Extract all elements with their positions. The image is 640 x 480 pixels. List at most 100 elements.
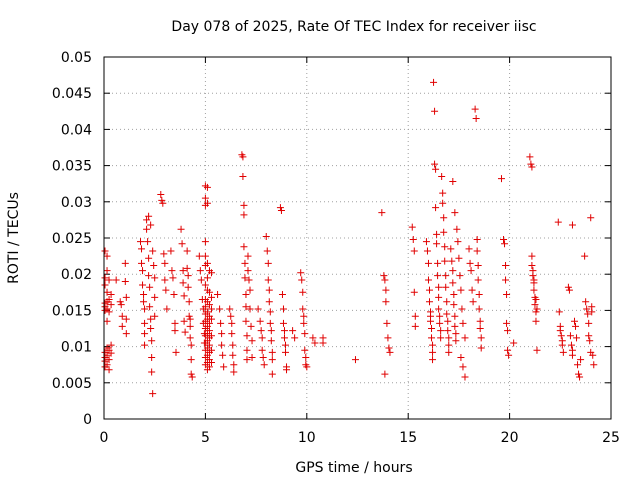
data-point [248, 337, 256, 345]
data-point [185, 298, 193, 306]
data-point [451, 209, 459, 217]
data-point [302, 353, 310, 361]
data-point [181, 328, 189, 336]
data-point [183, 247, 191, 255]
data-point [452, 337, 460, 345]
data-point [410, 288, 418, 296]
data-point [280, 334, 288, 342]
data-point [567, 341, 575, 349]
x-tick-label: 5 [201, 430, 210, 446]
data-point [143, 225, 151, 233]
data-point [583, 305, 591, 313]
data-point [450, 301, 458, 309]
data-point [122, 293, 130, 301]
data-point [105, 366, 113, 374]
data-point [145, 254, 153, 262]
data-point [242, 317, 250, 325]
data-point [105, 296, 113, 304]
data-point [424, 259, 432, 267]
data-point [159, 199, 167, 207]
data-point [410, 247, 418, 255]
data-point [445, 348, 453, 356]
data-point [243, 346, 251, 354]
data-point [566, 332, 574, 340]
data-point [145, 212, 153, 220]
data-point [218, 330, 226, 338]
data-point [201, 303, 209, 311]
data-point [527, 160, 535, 168]
data-point [440, 228, 448, 236]
x-tick-label: 10 [298, 430, 316, 446]
data-point [151, 293, 159, 301]
data-point [101, 247, 109, 255]
data-point [147, 315, 155, 323]
data-point [504, 327, 512, 335]
data-point [573, 334, 581, 342]
data-point [382, 286, 390, 294]
data-point [445, 334, 453, 342]
data-point [228, 319, 236, 327]
data-point [103, 288, 111, 296]
data-point [201, 281, 209, 289]
data-point [449, 178, 457, 186]
data-point [568, 351, 576, 359]
data-point [457, 286, 465, 294]
data-point [532, 317, 540, 325]
data-point [424, 276, 432, 284]
data-point [268, 356, 276, 364]
data-point [117, 301, 125, 309]
data-point [254, 305, 262, 313]
plot-frame [103, 56, 612, 420]
data-point [501, 240, 509, 248]
data-point [262, 233, 270, 241]
data-point [112, 276, 120, 284]
data-point [258, 334, 266, 342]
data-point [444, 327, 452, 335]
data-point [139, 281, 147, 289]
data-point [205, 319, 213, 327]
data-point [184, 283, 192, 291]
data-point [205, 327, 213, 335]
data-point [167, 247, 175, 255]
data-point [568, 221, 576, 229]
data-point [503, 319, 511, 327]
data-point [532, 296, 540, 304]
data-point [101, 274, 109, 282]
y-tick-label: 0.02 [61, 267, 92, 283]
data-point [558, 341, 566, 349]
y-tick-label: 0.05 [61, 50, 92, 66]
y-tick-label: 0.01 [61, 340, 92, 356]
data-point [435, 283, 443, 291]
data-point [564, 283, 572, 291]
data-point [158, 196, 166, 204]
data-point [435, 305, 443, 313]
data-point [278, 290, 286, 298]
data-point [201, 194, 209, 202]
data-point [214, 290, 222, 298]
chart-title: Day 078 of 2025, Rate Of TEC Index for r… [171, 19, 536, 35]
x-tick-label: 0 [100, 430, 109, 446]
data-point [258, 346, 266, 354]
data-point [575, 370, 583, 378]
data-point [423, 247, 431, 255]
data-point [226, 305, 234, 313]
data-point [437, 334, 445, 342]
data-point [219, 351, 227, 359]
data-point [429, 348, 437, 356]
data-point [103, 267, 111, 275]
data-point [529, 272, 537, 280]
data-point [187, 356, 195, 364]
data-point [140, 290, 148, 298]
data-point [171, 319, 179, 327]
data-point [431, 160, 439, 168]
data-point [385, 344, 393, 352]
data-point [461, 334, 469, 342]
data-point [121, 277, 129, 285]
data-point [277, 206, 285, 214]
y-tick-label: 0.045 [52, 86, 92, 102]
data-point [147, 221, 155, 229]
data-point [570, 317, 578, 325]
data-point [230, 368, 238, 376]
data-point [533, 305, 541, 313]
y-tick-label: 0.035 [52, 159, 92, 175]
